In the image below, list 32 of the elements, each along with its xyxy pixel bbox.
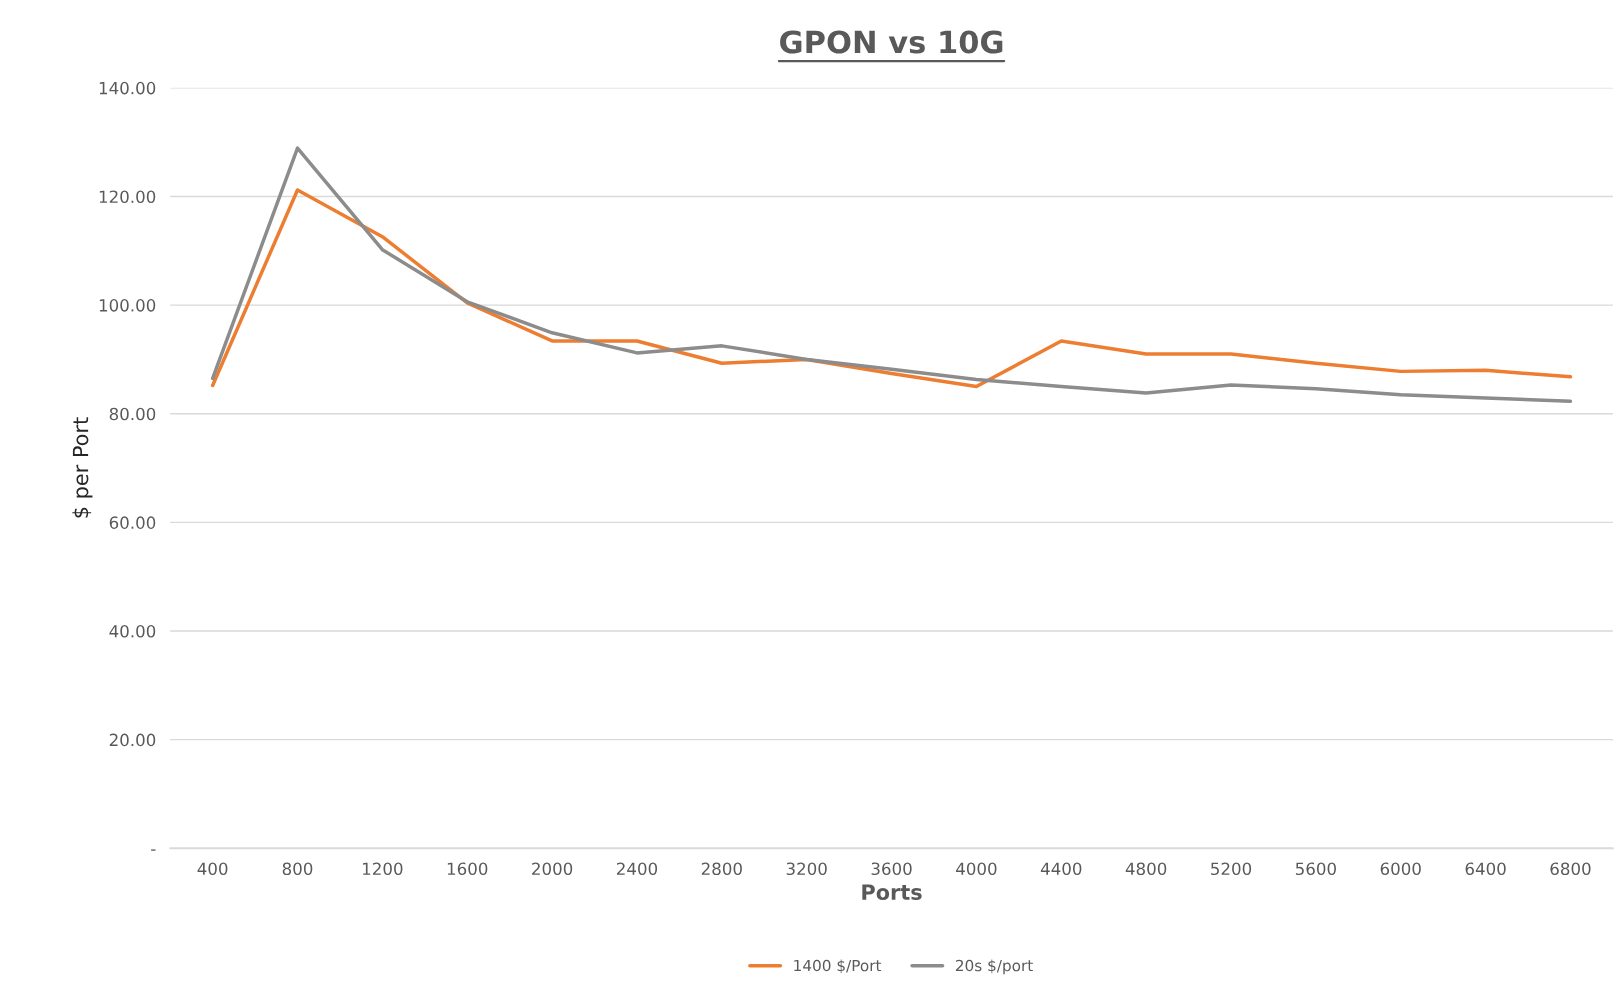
x-tick-label: 4400 bbox=[1040, 862, 1082, 876]
x-tick-label: 1600 bbox=[447, 862, 488, 876]
x-tick-label: 2800 bbox=[701, 862, 742, 876]
y-tick-label: 100.00 bbox=[99, 299, 156, 312]
y-tick-label: 60.00 bbox=[109, 516, 156, 529]
y-tick-label: 140.00 bbox=[99, 81, 156, 95]
y-axis-title: $ per Port bbox=[72, 417, 93, 518]
y-tick-label: - bbox=[151, 849, 156, 851]
legend-label: 1400 $/Port bbox=[794, 959, 882, 974]
y-tick-label: 20.00 bbox=[109, 733, 156, 747]
chart-title: GPON vs 10G bbox=[780, 30, 1003, 54]
x-tick-label: 400 bbox=[197, 862, 228, 876]
x-tick-label: 3600 bbox=[871, 862, 912, 876]
y-tick-label: 120.00 bbox=[99, 190, 156, 204]
x-tick-label: 6800 bbox=[1550, 862, 1591, 876]
x-tick-label: 5600 bbox=[1295, 862, 1336, 876]
x-tick-label: 2400 bbox=[616, 862, 658, 876]
x-tick-label: 4000 bbox=[956, 862, 997, 876]
x-tick-label: 2000 bbox=[532, 862, 573, 876]
x-tick-label: 6400 bbox=[1465, 862, 1506, 876]
legend-label: 20s $/port bbox=[955, 959, 1033, 975]
x-tick-label: 1200 bbox=[362, 862, 403, 876]
x-tick-label: 5200 bbox=[1211, 862, 1252, 876]
x-tick-label: 3200 bbox=[786, 862, 827, 876]
line-series bbox=[210, 188, 1573, 389]
x-axis-title: Ports bbox=[862, 884, 922, 900]
y-tick-label: 40.00 bbox=[109, 624, 156, 638]
x-tick-label: 800 bbox=[282, 862, 313, 876]
x-tick-label: 4800 bbox=[1125, 862, 1167, 876]
x-tick-label: 6000 bbox=[1380, 862, 1421, 876]
y-tick-label: 80.00 bbox=[109, 407, 156, 421]
line-series bbox=[210, 146, 1573, 403]
